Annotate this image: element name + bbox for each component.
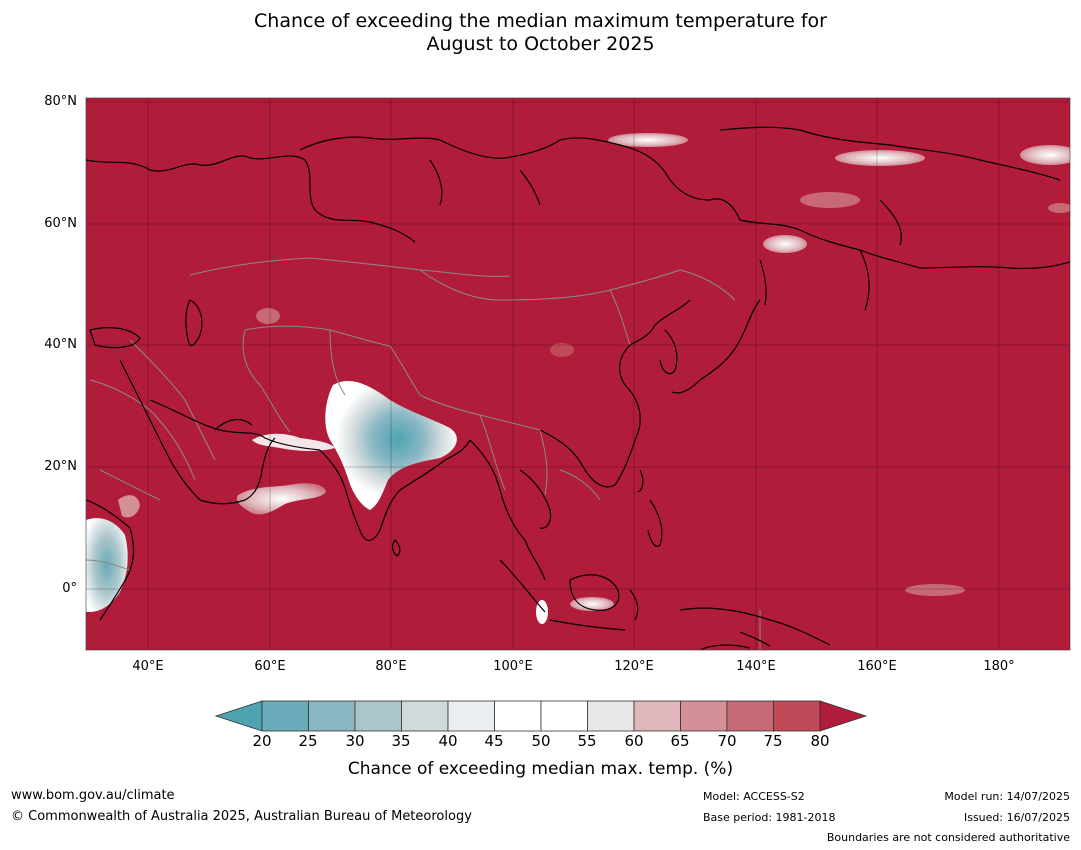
- colorbar-segment: [494, 700, 542, 732]
- colorbar-tick-30: 30: [345, 732, 365, 750]
- colorbar-tick-75: 75: [763, 732, 783, 750]
- issued-date: Issued: 16/07/2025: [963, 811, 1070, 824]
- chart-title: Chance of exceeding the median maximum t…: [0, 10, 1081, 56]
- lon-label-80e: 80°E: [375, 659, 407, 674]
- gridlines: [86, 98, 1070, 650]
- map-frame: [85, 97, 1071, 651]
- lon-label-160e: 160°E: [857, 659, 897, 674]
- africa-cool-region: [86, 518, 128, 612]
- lat-label-40n: 40°N: [44, 337, 77, 352]
- siberia-patch-2: [763, 235, 807, 253]
- colorbar-segment: [354, 700, 402, 732]
- copyright-text: © Commonwealth of Australia 2025, Austra…: [11, 809, 472, 824]
- colorbar-tick-80: 80: [810, 732, 830, 750]
- colorbar-tick-40: 40: [438, 732, 458, 750]
- lat-label-60n: 60°N: [44, 216, 77, 231]
- map-area: [86, 98, 1070, 650]
- pakistan-light-region: [252, 433, 335, 451]
- colorbar-tick-70: 70: [717, 732, 737, 750]
- lon-label-120e: 120°E: [614, 659, 654, 674]
- boundaries-note: Boundaries are not considered authoritat…: [826, 831, 1070, 844]
- colorbar-segment: [447, 700, 495, 732]
- pacific-patch-2: [1048, 203, 1070, 213]
- colorbar-title: Chance of exceeding median max. temp. (%…: [347, 759, 734, 779]
- lon-label-40e: 40°E: [132, 659, 164, 674]
- colorbar-tick-50: 50: [531, 732, 551, 750]
- colorbar-tick-20: 20: [252, 732, 272, 750]
- mongolia-patch: [550, 343, 574, 357]
- india-cool-region: [325, 380, 457, 510]
- colorbar-segment: [540, 700, 588, 732]
- website-link[interactable]: www.bom.gov.au/climate: [11, 788, 175, 803]
- coastlines: [86, 126, 1070, 650]
- colorbar-tick-25: 25: [298, 732, 318, 750]
- sumatra-patch: [536, 600, 548, 624]
- country-borders: [86, 257, 761, 650]
- siberia-patch-4: [1020, 145, 1070, 165]
- pacific-patch-1: [905, 584, 965, 596]
- lat-label-0: 0°: [62, 581, 77, 596]
- siberia-patch-3: [835, 150, 925, 166]
- borneo-patch: [570, 597, 614, 611]
- colorbar-tick-35: 35: [391, 732, 411, 750]
- kazakh-patch: [256, 308, 280, 324]
- colorbar-segment: [587, 700, 635, 732]
- colorbar-tick-55: 55: [577, 732, 597, 750]
- lon-label-60e: 60°E: [254, 659, 286, 674]
- title-line-1: Chance of exceeding the median maximum t…: [254, 10, 827, 32]
- title-line-2: August to October 2025: [426, 33, 655, 55]
- colorbar-segment: [308, 700, 356, 732]
- siberia-patch-5: [800, 192, 860, 208]
- colorbar-segment: [401, 700, 449, 732]
- model-run-date: Model run: 14/07/2025: [944, 790, 1070, 803]
- colorbar-tick-45: 45: [484, 732, 504, 750]
- colorbar-tick-65: 65: [670, 732, 690, 750]
- siberia-patch-1: [608, 133, 688, 147]
- colorbar-tick-60: 60: [624, 732, 644, 750]
- colorbar-extend-high: [819, 700, 868, 732]
- lat-label-80n: 80°N: [44, 94, 77, 109]
- lat-label-20n: 20°N: [44, 459, 77, 474]
- colorbar-segment: [680, 700, 728, 732]
- lon-label-100e: 100°E: [493, 659, 533, 674]
- arabia-light-region: [236, 483, 326, 515]
- colorbar: [214, 700, 868, 732]
- colorbar-extend-low: [214, 700, 263, 732]
- base-period: Base period: 1981-2018: [703, 811, 836, 824]
- anomaly-patches: [86, 133, 1070, 624]
- colorbar-segment: [773, 700, 821, 732]
- colorbar-segment: [633, 700, 681, 732]
- lon-label-140e: 140°E: [736, 659, 776, 674]
- colorbar-segment: [726, 700, 774, 732]
- model-name: Model: ACCESS-S2: [703, 790, 805, 803]
- africa-pink-edge: [118, 495, 140, 518]
- lon-label-180: 180°: [983, 659, 1015, 674]
- colorbar-segment: [261, 700, 309, 732]
